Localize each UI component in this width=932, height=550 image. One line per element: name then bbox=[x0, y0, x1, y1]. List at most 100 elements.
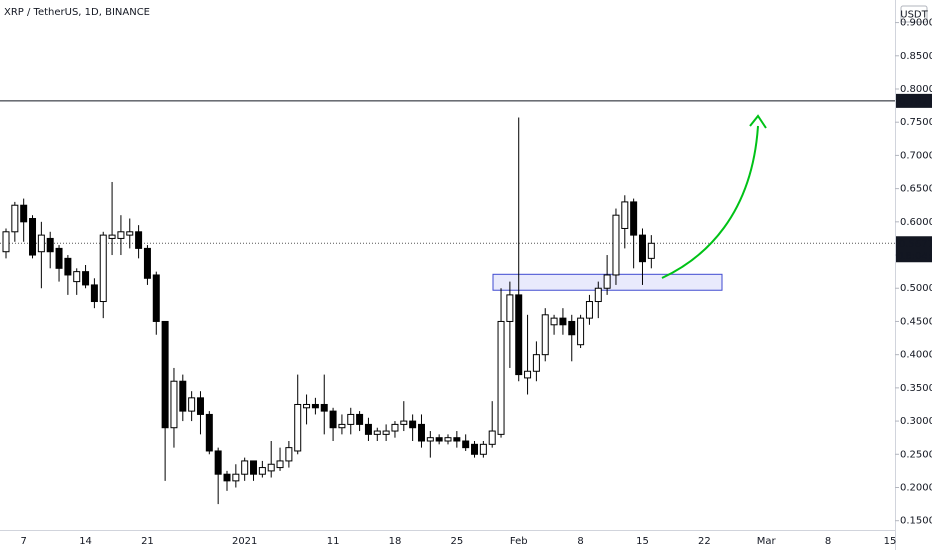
candle-body bbox=[435, 437, 443, 442]
candle-body bbox=[462, 440, 470, 449]
candle-body bbox=[311, 403, 319, 409]
candle-body bbox=[285, 447, 293, 462]
candle-body bbox=[453, 437, 461, 442]
candle-body bbox=[90, 284, 98, 303]
candle-body bbox=[603, 274, 611, 289]
last-price-box bbox=[896, 236, 932, 263]
candle-body bbox=[541, 314, 549, 356]
candle-body bbox=[356, 413, 364, 425]
candle-body bbox=[223, 473, 231, 482]
candle-body bbox=[532, 354, 540, 372]
x-tick-label: Mar bbox=[757, 536, 777, 547]
candle-body bbox=[11, 204, 19, 233]
candle-body bbox=[37, 234, 45, 253]
x-tick-label: 8 bbox=[825, 536, 831, 547]
candle-body bbox=[594, 287, 602, 303]
candle-body bbox=[117, 231, 125, 239]
candle-body bbox=[82, 271, 90, 286]
level-label-box bbox=[896, 93, 932, 108]
candle-body bbox=[64, 257, 72, 276]
candle-body bbox=[303, 403, 311, 409]
y-tick-label: 0.15000 bbox=[900, 516, 932, 527]
candle-body bbox=[391, 423, 399, 432]
x-tick-label: 21 bbox=[141, 536, 154, 547]
candle-body bbox=[126, 231, 134, 236]
candle-body bbox=[329, 410, 337, 429]
chart-title: XRP / TetherUS, 1D, BINANCE bbox=[4, 7, 150, 18]
candle-body bbox=[585, 301, 593, 319]
candle-body bbox=[524, 370, 532, 379]
x-tick-label: 25 bbox=[450, 536, 463, 547]
candle-body bbox=[232, 473, 240, 482]
candle-body bbox=[364, 423, 372, 435]
candle-body bbox=[258, 467, 266, 475]
candle-body bbox=[479, 443, 487, 455]
x-tick-label: Feb bbox=[510, 536, 528, 547]
candle-body bbox=[250, 460, 258, 475]
arrow-head bbox=[749, 114, 767, 129]
candle-body bbox=[338, 423, 346, 429]
candle-body bbox=[400, 420, 408, 425]
candle-body bbox=[20, 204, 28, 223]
candle-body bbox=[2, 231, 10, 253]
countdown: 18:04:06 bbox=[899, 251, 932, 262]
candle-body bbox=[135, 231, 143, 249]
candle-body bbox=[559, 317, 567, 326]
candle-body bbox=[55, 247, 63, 269]
candle-body bbox=[161, 320, 169, 429]
candle-body bbox=[214, 450, 222, 475]
candle-body bbox=[276, 460, 284, 469]
candle-body bbox=[497, 320, 505, 435]
currency: USDT bbox=[900, 10, 928, 21]
candle-body bbox=[241, 460, 249, 475]
x-tick-label: 2021 bbox=[232, 536, 257, 547]
arrow bbox=[661, 125, 759, 279]
candle-body bbox=[188, 397, 196, 412]
x-tick-label: 15 bbox=[636, 536, 649, 547]
candle-body bbox=[488, 430, 496, 445]
x-tick-label: 15 bbox=[884, 536, 897, 547]
candle-body bbox=[347, 413, 355, 425]
level-label: 0.78213 bbox=[899, 96, 932, 107]
candle-body bbox=[506, 294, 514, 322]
last-price-label: 0.56774 bbox=[899, 239, 932, 250]
candle-body bbox=[515, 294, 523, 376]
candle-body bbox=[267, 463, 275, 472]
candle-body bbox=[612, 214, 620, 276]
candle-body bbox=[409, 420, 417, 429]
candle-body bbox=[205, 413, 213, 452]
candle-body bbox=[99, 234, 107, 303]
candle-body bbox=[196, 397, 204, 415]
candle-body bbox=[29, 218, 37, 256]
currency-box[interactable] bbox=[900, 5, 928, 23]
candle-body bbox=[577, 317, 585, 346]
candle-body bbox=[73, 271, 81, 283]
candle-body bbox=[621, 201, 629, 229]
candle-body bbox=[647, 242, 655, 259]
x-tick-label: 14 bbox=[79, 536, 92, 547]
candle-body bbox=[152, 274, 160, 322]
candle-body bbox=[108, 234, 116, 239]
candle-body bbox=[143, 247, 151, 279]
candle-body bbox=[638, 234, 646, 263]
candle-body bbox=[426, 437, 434, 442]
candle-body bbox=[170, 380, 178, 429]
x-tick-label: 8 bbox=[577, 536, 583, 547]
candle-body bbox=[373, 430, 381, 435]
x-tick-label: 7 bbox=[20, 536, 26, 547]
x-tick-label: 11 bbox=[327, 536, 340, 547]
